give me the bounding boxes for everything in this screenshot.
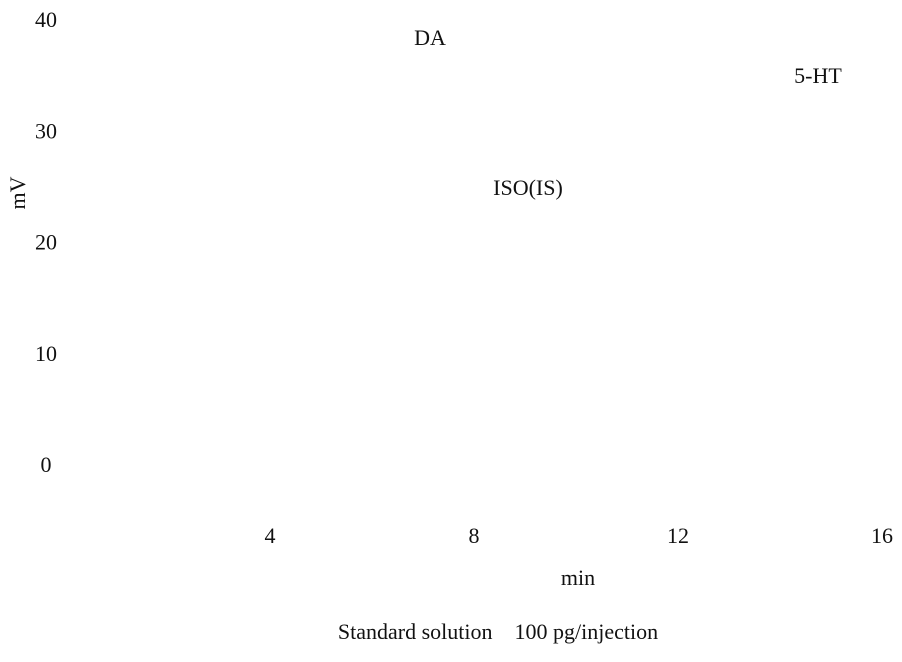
x-axis-label: min xyxy=(561,565,595,590)
y-tick-label: 20 xyxy=(35,230,57,255)
x-tick-label: 12 xyxy=(667,523,689,548)
annotation: ISO(IS) xyxy=(493,175,563,200)
y-tick-label: 40 xyxy=(35,7,57,32)
annotation: DA xyxy=(414,25,446,50)
y-axis-label: mV xyxy=(5,176,30,209)
y-tick-label: 0 xyxy=(41,452,52,477)
caption: Standard solution 100 pg/injection xyxy=(338,619,658,644)
x-tick-label: 4 xyxy=(265,523,276,548)
y-tick-label: 30 xyxy=(35,118,57,143)
y-tick-label: 10 xyxy=(35,341,57,366)
x-tick-label: 16 xyxy=(871,523,893,548)
annotation: 5-HT xyxy=(794,63,842,88)
x-tick-label: 8 xyxy=(469,523,480,548)
